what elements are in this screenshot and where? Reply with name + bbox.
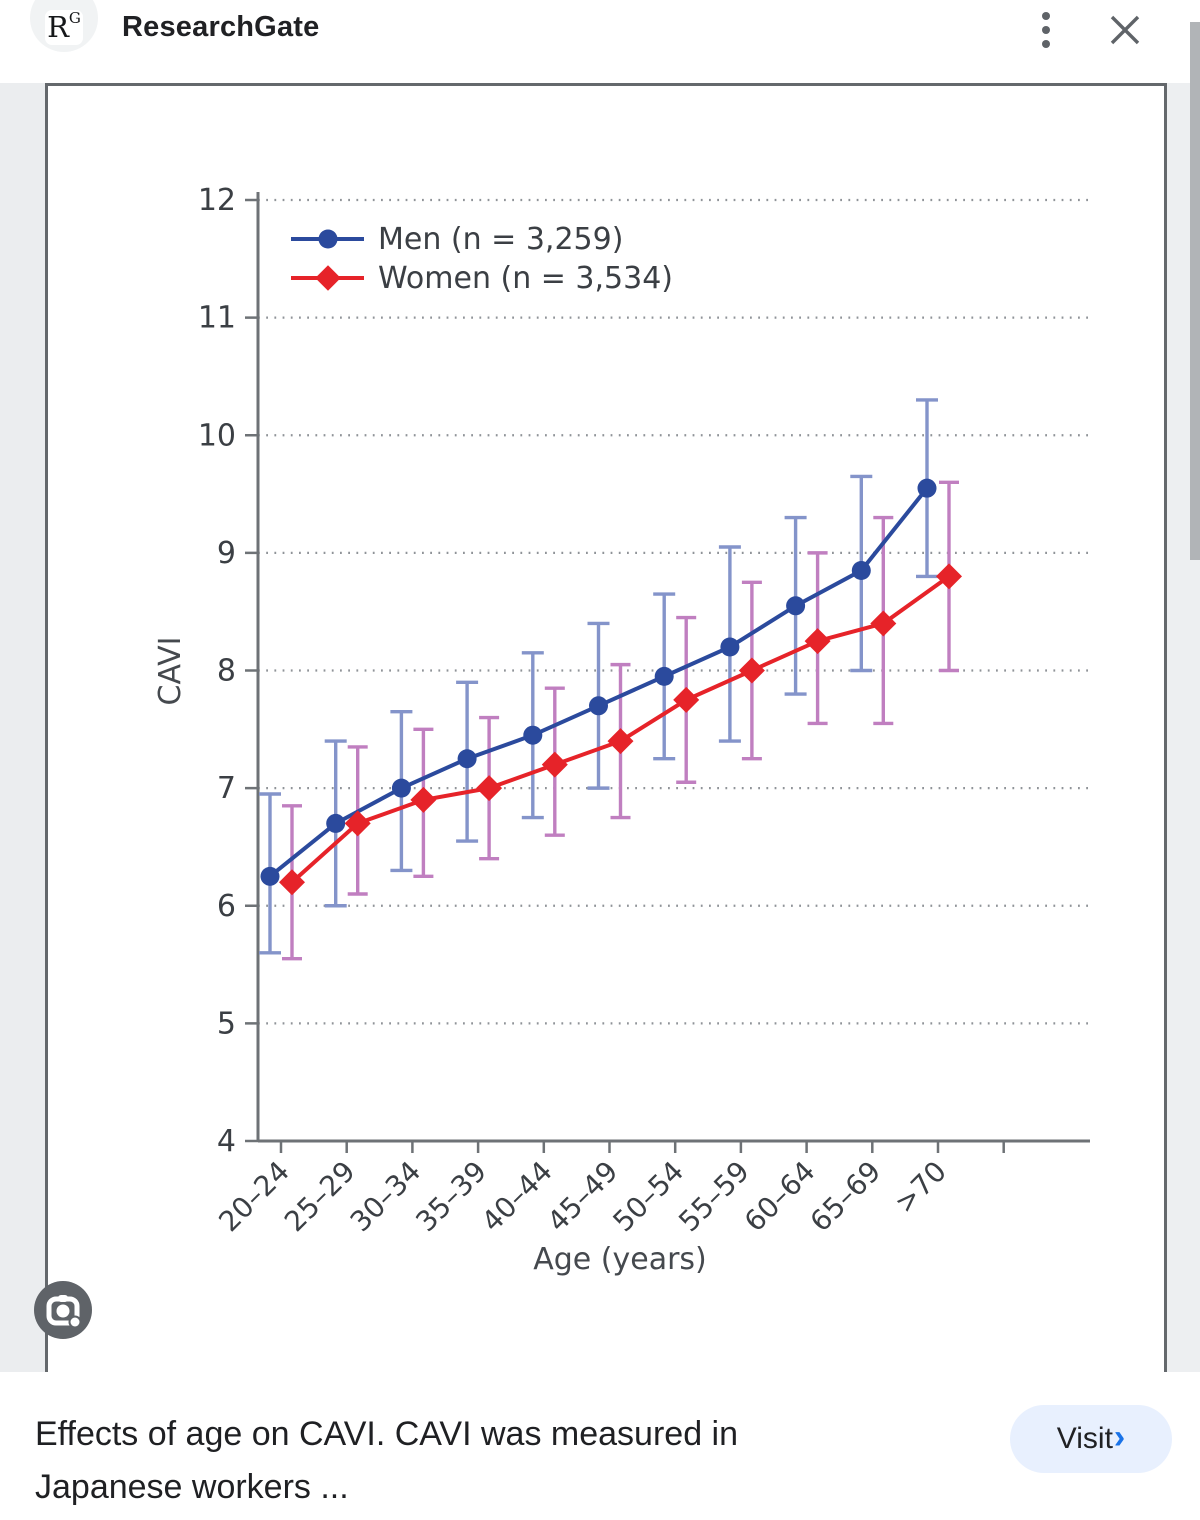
- y-tick-label: 10: [198, 418, 236, 453]
- x-tick-label: 30–34: [344, 1155, 428, 1239]
- women-data-point: [476, 775, 503, 802]
- women-data-point: [278, 869, 306, 896]
- men-data-point: [391, 778, 411, 798]
- researchgate-logo: R G: [30, 0, 98, 52]
- women-data-point: [541, 751, 568, 778]
- men-data-point: [260, 866, 280, 886]
- x-tick-label: 35–39: [409, 1155, 493, 1239]
- men-data-point: [720, 637, 740, 657]
- x-axis-title: Age (years): [533, 1242, 707, 1277]
- men-data-point: [457, 749, 477, 769]
- women-data-point: [738, 657, 765, 684]
- y-tick-label: 11: [198, 301, 236, 336]
- caption-line-2: Japanese workers ...: [35, 1468, 349, 1506]
- caption-line-1: Effects of age on CAVI. CAVI was measure…: [35, 1415, 739, 1453]
- women-data-point: [673, 686, 700, 713]
- scrollbar-thumb[interactable]: [1190, 22, 1200, 560]
- source-title: ResearchGate: [122, 11, 320, 43]
- logo-letter-r: R: [47, 10, 69, 44]
- x-tick-label: 65–69: [804, 1155, 888, 1239]
- x-tick-label: 40–44: [475, 1155, 559, 1239]
- visit-label: Visit: [1056, 1422, 1113, 1455]
- viewer-topbar: R G ResearchGate: [0, 0, 1200, 83]
- lens-camera-icon: [46, 1295, 82, 1329]
- kebab-dot: [1042, 12, 1050, 20]
- men-data-point: [917, 478, 937, 498]
- x-tick-label: 60–64: [738, 1155, 822, 1239]
- women-data-point: [607, 728, 634, 755]
- visit-button[interactable]: Visit ›: [1010, 1405, 1172, 1473]
- legend-label: Women (n = 3,534): [378, 261, 673, 296]
- x-tick-label: 45–49: [541, 1155, 625, 1239]
- women-data-point: [344, 810, 371, 837]
- y-tick-label: 4: [217, 1124, 236, 1159]
- women-data-point: [410, 786, 437, 813]
- cavi-chart: 4 5 6 7 8 9 10 11 12 20–2425–2930–3435–3940–4445–…: [153, 183, 1090, 1277]
- men-data-point: [589, 696, 608, 716]
- x-tick-label: >70: [888, 1155, 953, 1220]
- x-tick-label: 25–29: [278, 1155, 362, 1239]
- legend-label: Men (n = 3,259): [378, 222, 623, 257]
- men-data-point: [523, 725, 543, 745]
- men-data-point: [326, 813, 346, 833]
- x-tick-label: 20–24: [212, 1155, 296, 1239]
- logo-letter-g: G: [68, 9, 81, 27]
- kebab-dot: [1042, 26, 1050, 34]
- men-data-point: [851, 561, 871, 581]
- figure-image-card[interactable]: 4 5 6 7 8 9 10 11 12 20–24 25–29 30–34 35–39 40–44 45–…: [45, 83, 1167, 1372]
- kebab-dot: [1042, 40, 1050, 48]
- image-caption: Effects of age on CAVI. CAVI was measure…: [35, 1408, 985, 1514]
- legend-marker-circle: [318, 229, 338, 249]
- y-tick-label: 8: [217, 654, 236, 689]
- close-x-glyph: [1110, 15, 1140, 45]
- y-tick-label: 5: [217, 1006, 236, 1041]
- y-tick-label: 9: [217, 536, 236, 571]
- chevron-right-icon: ›: [1113, 1418, 1126, 1456]
- men-data-point: [786, 596, 806, 616]
- google-lens-button[interactable]: [34, 1281, 92, 1339]
- women-data-point: [870, 610, 897, 637]
- y-tick-label: 6: [217, 889, 236, 924]
- women-data-point: [935, 563, 963, 590]
- legend-marker-diamond: [315, 265, 341, 291]
- more-options-icon[interactable]: [1024, 6, 1068, 54]
- y-tick-label: 12: [198, 183, 236, 218]
- viewer-left-gutter: [0, 83, 45, 1372]
- men-data-point: [654, 666, 674, 686]
- researchgate-logo-mark: R G: [45, 10, 83, 45]
- y-axis-title: CAVI: [153, 637, 188, 706]
- x-tick-label: 55–59: [672, 1155, 756, 1239]
- x-tick-label: 50–54: [607, 1155, 691, 1239]
- women-data-point: [804, 628, 831, 655]
- close-icon[interactable]: [1102, 6, 1148, 54]
- y-tick-label: 7: [217, 771, 236, 806]
